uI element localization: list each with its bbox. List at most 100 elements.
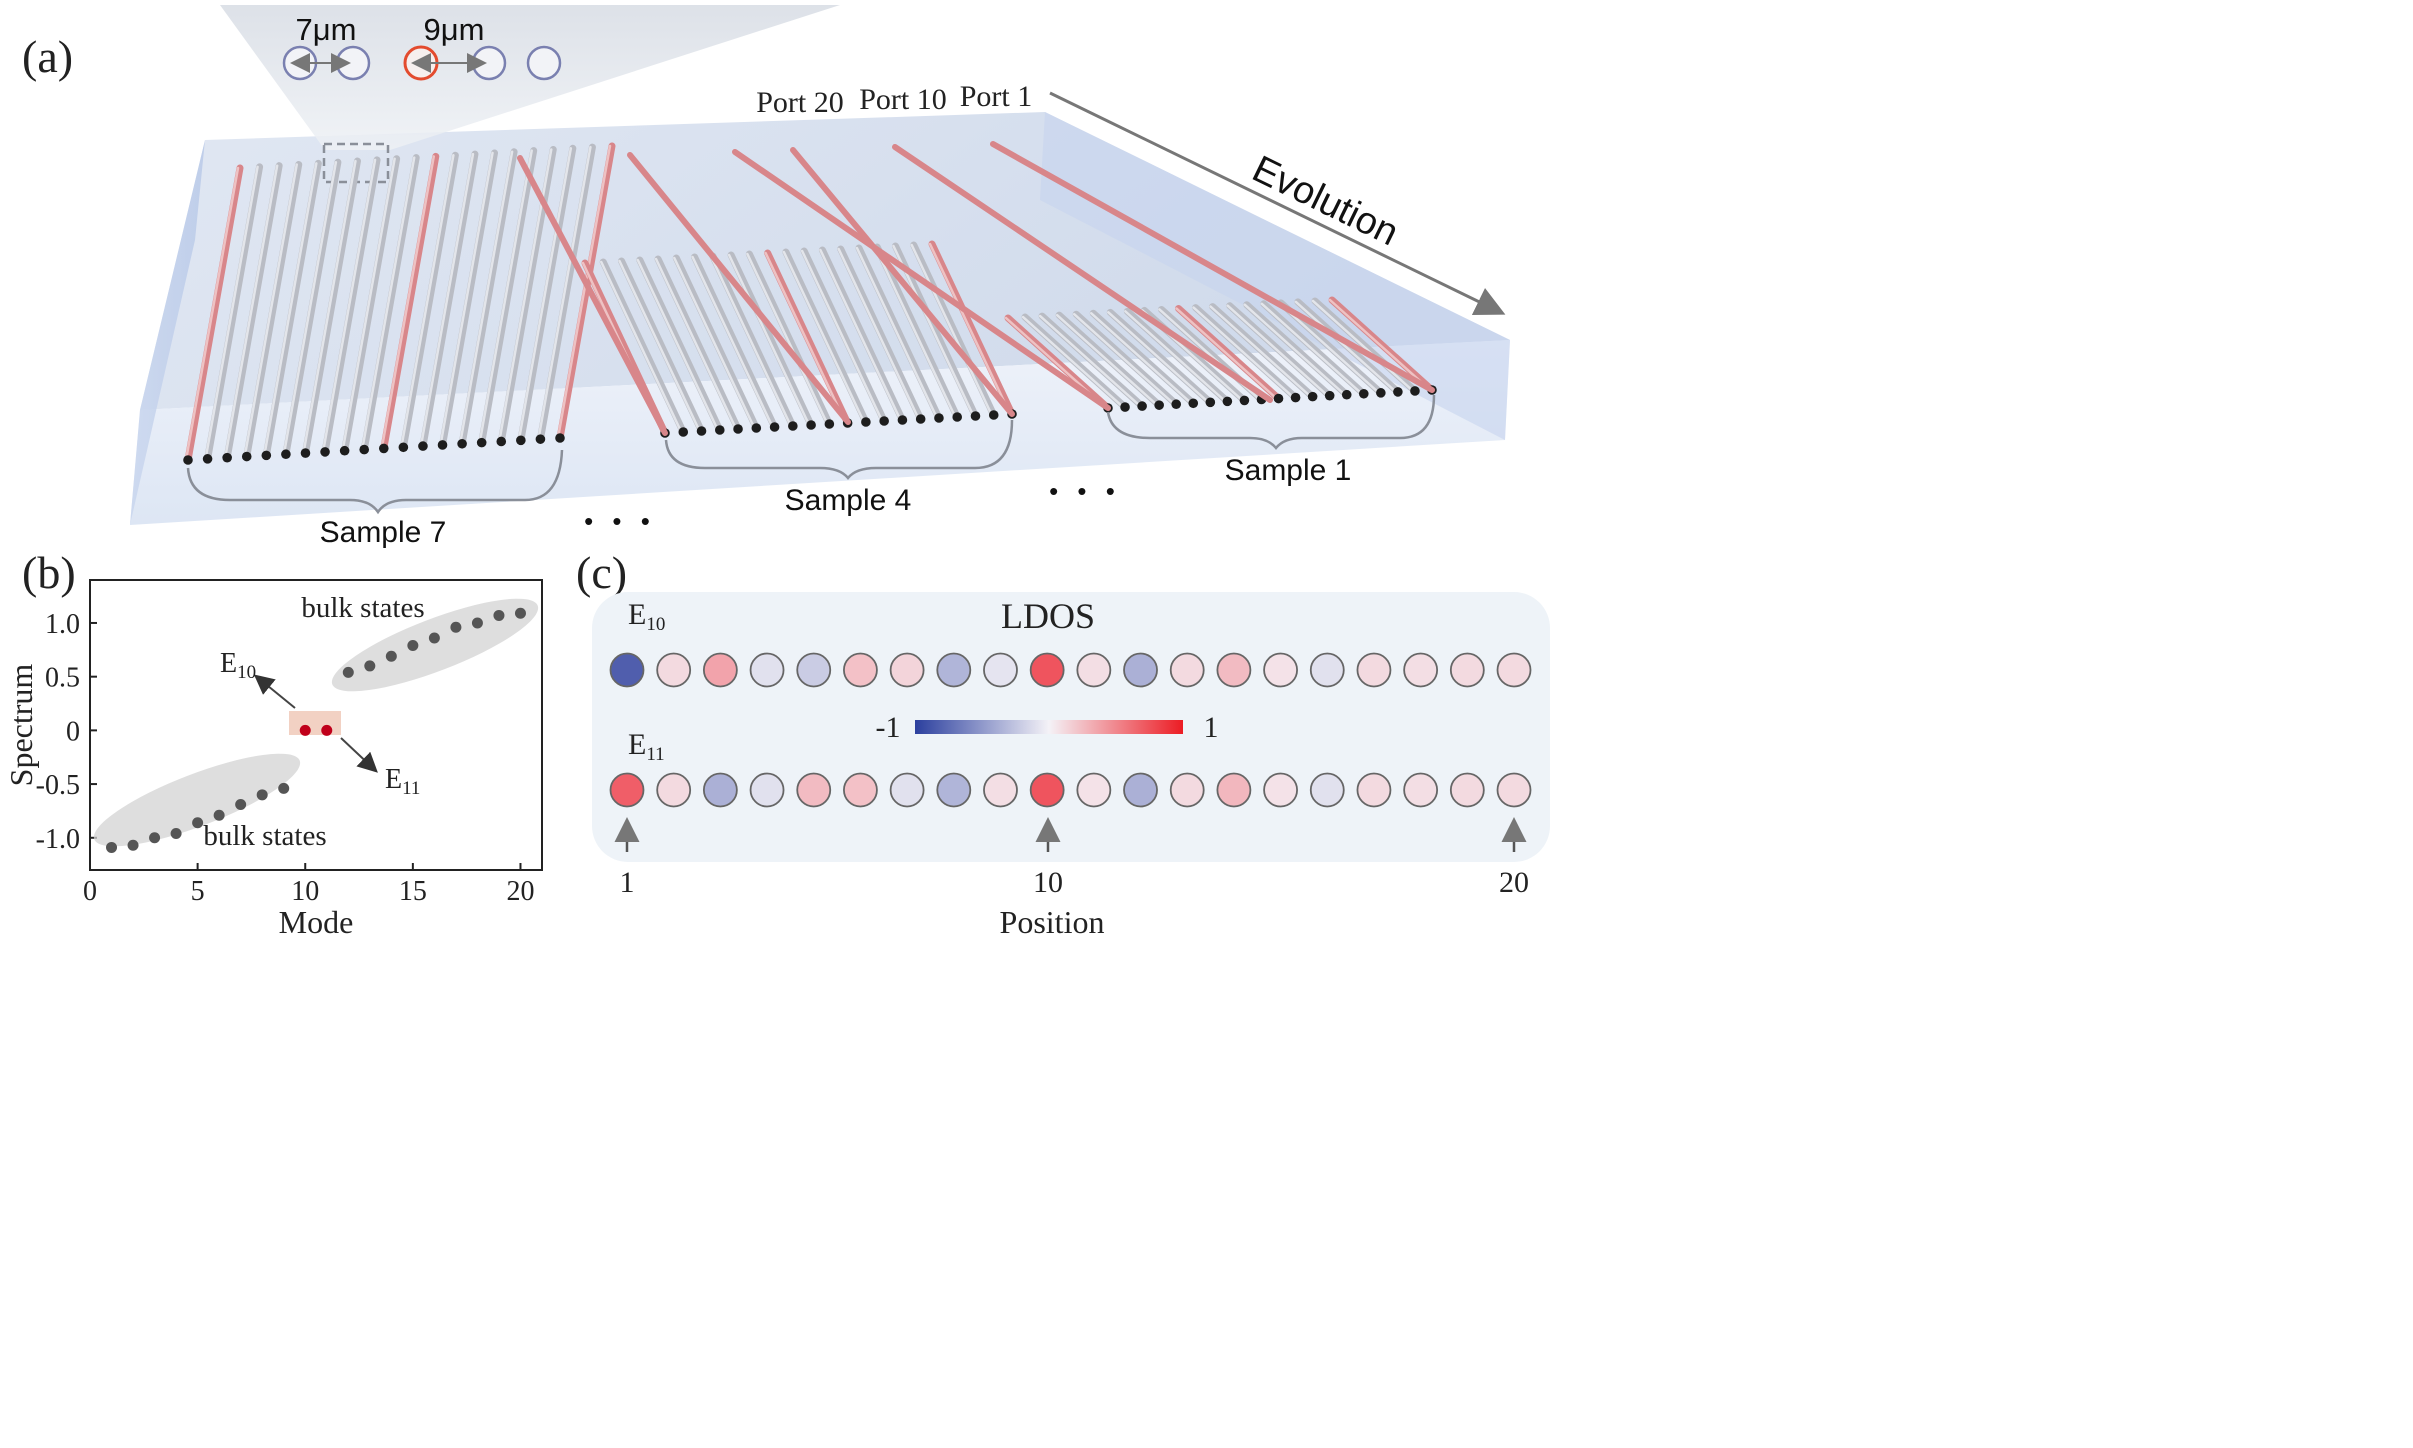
ldos-e10-site xyxy=(1309,652,1345,688)
waveguide-end xyxy=(1358,388,1369,399)
ldos-e11-site xyxy=(1076,772,1112,808)
ldos-e10-site xyxy=(843,652,878,688)
waveguide-highlight xyxy=(321,158,377,454)
ldos-e10-site xyxy=(889,652,925,688)
waveguide-end xyxy=(751,423,762,433)
waveguide-end xyxy=(320,447,330,457)
waveguide xyxy=(1123,307,1231,405)
waveguide xyxy=(1226,302,1334,400)
bulk-state-point xyxy=(192,817,204,829)
waveguide-end xyxy=(897,415,908,425)
waveguide-end xyxy=(555,433,565,443)
waveguide-highlight xyxy=(537,145,592,441)
waveguide-highlight xyxy=(341,157,396,452)
waveguide-highlight xyxy=(855,246,939,420)
excited-waveguide xyxy=(556,142,616,442)
panel-b: (b) 0 5 10 15 201.00.50-0.5-1.0 bulk states … xyxy=(3,547,543,940)
excited-waveguide xyxy=(928,240,1016,418)
waveguide-highlight xyxy=(263,162,318,457)
ldos-e10-site xyxy=(936,652,972,688)
ldos-e10-site xyxy=(609,652,645,688)
waveguide-highlight xyxy=(1260,302,1364,396)
x-tick-label: 0 xyxy=(83,876,97,907)
port-20-label: Port 20 xyxy=(756,86,844,119)
ldos-e11-site xyxy=(609,772,645,808)
x-tick-label: 5 xyxy=(191,876,205,907)
waveguide xyxy=(691,253,779,431)
panel-c-label: (c) xyxy=(576,547,627,598)
row-e10-label: E10 xyxy=(628,598,665,635)
waveguide xyxy=(341,155,401,455)
waveguide-highlight xyxy=(243,163,298,458)
panel-a: (a) 7μm 9μm Port 20 Port 10 Port 1 Ev xyxy=(22,5,1510,549)
waveguide-highlight xyxy=(400,154,455,449)
brace-sample-4 xyxy=(664,419,1014,480)
waveguide-end xyxy=(1341,389,1352,400)
waveguide xyxy=(262,159,322,459)
position-tick-1: 1 xyxy=(620,866,635,899)
waveguide-highlight xyxy=(1311,299,1415,393)
spacing-label-7um: 7μm xyxy=(296,12,357,47)
x-tick-label: 15 xyxy=(399,876,427,907)
ldos-title: LDOS xyxy=(1001,596,1095,636)
bulk-state-point xyxy=(149,832,161,844)
waveguide-highlight xyxy=(782,250,866,424)
ldos-e11-site xyxy=(1216,772,1252,808)
ldos-e11-site xyxy=(1356,772,1392,808)
bulk-label-upper: bulk states xyxy=(301,592,424,624)
waveguide xyxy=(910,241,998,419)
waveguide-highlight xyxy=(1328,298,1432,392)
waveguide xyxy=(1311,297,1419,395)
waveguide-end xyxy=(281,449,291,460)
waveguide xyxy=(672,254,760,432)
waveguide-highlight xyxy=(673,256,756,430)
waveguide-end xyxy=(1171,399,1182,410)
ldos-e10-site xyxy=(1496,652,1532,688)
waveguide-end xyxy=(339,445,350,456)
ldos-e11-site xyxy=(983,772,1018,808)
bulk-state-point xyxy=(471,617,483,629)
waveguide-highlight xyxy=(1175,307,1278,400)
sample-7-label: Sample 7 xyxy=(320,516,447,549)
waveguide-array xyxy=(183,141,1437,465)
waveguide xyxy=(1089,309,1197,407)
waveguide-end xyxy=(496,436,507,447)
e10-arrow xyxy=(253,674,296,709)
waveguide-end xyxy=(806,420,816,430)
waveguide-highlight xyxy=(517,147,573,442)
waveguide-end xyxy=(952,412,963,422)
slab-front xyxy=(130,340,1510,525)
spacing-label-9um: 9μm xyxy=(424,12,485,47)
ldos-e10-site xyxy=(796,652,832,688)
waveguide-end xyxy=(970,411,981,421)
waveguide xyxy=(782,248,870,426)
colorbar-max: 1 xyxy=(1204,711,1219,744)
waveguide-end xyxy=(457,438,467,449)
waveguide-highlight xyxy=(1055,313,1159,407)
waveguide xyxy=(800,247,888,425)
waveguide xyxy=(599,258,687,436)
waveguide xyxy=(321,156,381,456)
bulk-state-point xyxy=(407,640,419,652)
e10-label: E10 xyxy=(220,648,256,683)
waveguide-end xyxy=(398,442,409,453)
waveguide-end xyxy=(1290,392,1301,403)
waveguide xyxy=(1243,301,1351,399)
waveguide-highlight xyxy=(691,255,774,429)
ldos-circles xyxy=(609,652,1532,808)
axis-ticks: 0 5 10 15 20 1.0 0.5 0 -0.5 -1.0 xyxy=(36,609,535,907)
waveguide-highlight xyxy=(600,260,683,434)
waveguide xyxy=(243,161,303,461)
x-tick-label: 20 xyxy=(506,876,534,907)
waveguide xyxy=(1209,303,1317,401)
ldos-e11-site xyxy=(1029,772,1065,808)
bulk-ellipse-upper xyxy=(331,598,539,692)
waveguide-highlight xyxy=(419,152,475,448)
waveguide-end xyxy=(516,435,526,446)
e10-sub: 10 xyxy=(237,662,256,683)
waveguide xyxy=(360,154,420,454)
x-tick-label: 10 xyxy=(291,876,319,907)
edge-state-point xyxy=(299,724,311,736)
ldos-e11-site xyxy=(1309,772,1345,808)
